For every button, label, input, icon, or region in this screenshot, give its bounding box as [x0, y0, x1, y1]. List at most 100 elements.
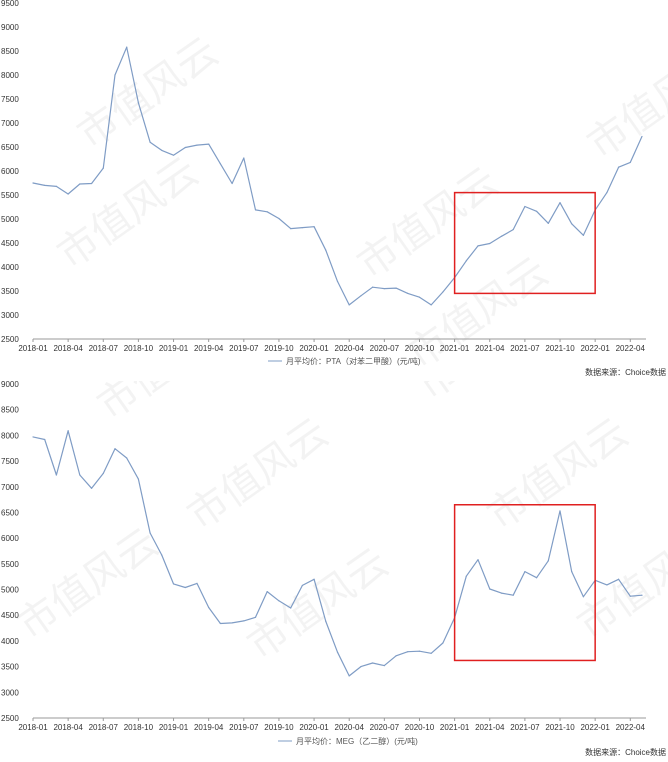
data-point — [547, 222, 549, 224]
data-point — [629, 161, 631, 163]
x-tick-label: 2019-04 — [194, 723, 224, 732]
data-point — [55, 474, 58, 476]
data-point — [231, 182, 233, 185]
data-point — [512, 228, 514, 231]
data-point — [524, 205, 526, 208]
x-tick-label: 2018-01 — [18, 344, 48, 353]
data-point — [184, 146, 186, 149]
data-point — [559, 510, 561, 512]
x-tick-label: 2021-10 — [545, 723, 575, 732]
source-note: 数据来源：Choice数据 — [585, 367, 666, 377]
x-tick-label: 2018-04 — [53, 723, 83, 732]
x-tick-label: 2018-01 — [18, 723, 48, 732]
data-point — [348, 304, 350, 306]
data-point — [32, 182, 34, 184]
x-tick-label: 2019-10 — [264, 344, 294, 353]
y-tick-label: 8000 — [1, 431, 19, 440]
data-point — [278, 600, 280, 602]
watermark-layer: 市值风云 市值风云 市值风云 市值风云 市值风云 — [49, 29, 668, 378]
data-point — [571, 223, 573, 225]
data-point — [301, 584, 303, 587]
y-tick-label: 2500 — [1, 335, 19, 344]
data-point — [372, 662, 374, 664]
data-point — [44, 184, 46, 186]
y-tick-label: 5500 — [1, 560, 19, 569]
data-point — [313, 226, 315, 228]
watermark: 市值风云 — [579, 39, 668, 168]
data-point — [418, 296, 421, 298]
data-point — [243, 157, 245, 159]
data-point — [336, 280, 339, 282]
watermark: 市值风云 — [89, 381, 246, 429]
x-tick-label: 2019-10 — [264, 723, 294, 732]
y-tick-label: 5500 — [1, 191, 19, 200]
x-tick-label: 2021-10 — [545, 344, 575, 353]
y-tick-label: 4000 — [1, 637, 19, 646]
data-point — [535, 210, 538, 212]
data-point — [219, 163, 221, 165]
y-tick-label: 7500 — [1, 95, 19, 104]
data-point — [582, 596, 585, 598]
data-point — [67, 193, 69, 195]
data-point — [582, 234, 585, 236]
data-point — [477, 245, 479, 247]
watermark: 市值风云 — [9, 520, 166, 649]
data-point — [500, 592, 503, 594]
y-tick-label: 5000 — [1, 586, 19, 595]
data-point — [196, 144, 198, 146]
data-point — [395, 287, 397, 289]
y-tick-label: 8500 — [1, 406, 19, 415]
data-point — [90, 182, 93, 185]
y-tick-label: 4000 — [1, 263, 19, 272]
data-point — [79, 474, 81, 476]
data-point — [348, 675, 350, 677]
y-tick-label: 8500 — [1, 47, 19, 56]
watermark: 市值风云 — [179, 410, 336, 539]
y-tick-label: 7000 — [1, 483, 19, 492]
data-point — [114, 74, 116, 76]
data-point — [547, 560, 549, 562]
data-point — [243, 620, 245, 622]
data-point — [114, 448, 116, 450]
data-point — [137, 478, 140, 480]
data-point — [32, 436, 34, 438]
data-point — [407, 292, 409, 294]
data-point — [44, 438, 46, 441]
x-tick-label: 2022-04 — [616, 723, 646, 732]
data-point — [336, 651, 339, 653]
x-tick-label: 2021-07 — [510, 344, 540, 353]
watermark-layer: 市值风云 市值风云 市值风云 市值风云 市值风云 市值风云 市值风云 — [9, 381, 668, 669]
data-point — [55, 185, 58, 187]
data-point — [430, 652, 432, 654]
data-point — [641, 135, 643, 138]
y-tick-label: 7000 — [1, 119, 19, 128]
x-tick-label: 2020-04 — [335, 723, 365, 732]
watermark: 市值风云 — [239, 540, 396, 669]
data-point — [418, 650, 421, 652]
highlight-box — [453, 504, 596, 662]
data-point — [641, 594, 643, 596]
data-point — [172, 154, 175, 156]
y-tick-label: 2500 — [1, 714, 19, 723]
x-tick-label: 2018-04 — [53, 344, 83, 353]
data-point — [442, 642, 444, 644]
data-point — [208, 143, 210, 145]
data-point — [325, 620, 327, 622]
x-tick-label: 2021-01 — [440, 723, 470, 732]
y-tick-label: 3500 — [1, 663, 19, 672]
data-point — [606, 192, 608, 194]
chart-pta-panel: 市值风云 市值风云 市值风云 市值风云 市值风云 2500 3000 3500 400… — [1, 0, 668, 378]
y-tick-label: 4500 — [1, 239, 19, 248]
x-tick-label: 2018-07 — [89, 723, 119, 732]
x-tick-label: 2018-10 — [124, 723, 154, 732]
data-point — [149, 141, 151, 143]
y-tick-label: 3500 — [1, 287, 19, 296]
x-tick-label: 2020-10 — [405, 344, 435, 353]
data-point — [90, 487, 93, 489]
data-point — [606, 584, 608, 586]
x-tick-label: 2019-01 — [159, 723, 189, 732]
y-tick-label: 6000 — [1, 167, 19, 176]
data-point — [372, 286, 374, 288]
source-note: 数据来源：Choice数据 — [585, 747, 666, 757]
x-tick-label: 2021-04 — [475, 723, 505, 732]
